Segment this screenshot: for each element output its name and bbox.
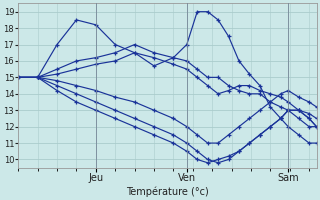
X-axis label: Température (°c): Température (°c)	[126, 186, 209, 197]
